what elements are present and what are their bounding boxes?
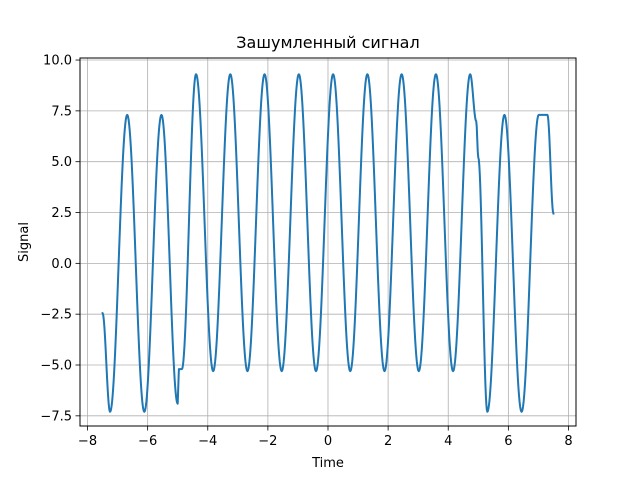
x-tick-label: 6 [504, 434, 512, 449]
y-axis: −7.5 −5.0 −2.5 0.0 2.5 5.0 7.5 10.0 [40, 54, 80, 424]
plot-series [101, 73, 555, 413]
y-tick-label: 2.5 [51, 206, 72, 221]
y-axis-label: Signal [17, 222, 32, 262]
x-tick-label: 8 [564, 434, 572, 449]
grid [80, 58, 576, 426]
x-axis-label: Time [311, 456, 344, 471]
chart-title: Зашумленный сигнал [236, 33, 419, 52]
y-tick-label: −5.0 [40, 359, 72, 374]
x-tick-label: −6 [138, 434, 157, 449]
x-axis: −8 −6 −4 −2 0 2 4 6 8 [78, 426, 573, 449]
y-tick-label: 7.5 [51, 104, 72, 119]
x-tick-label: 0 [324, 434, 332, 449]
signal-line [101, 73, 555, 413]
y-tick-label: 0.0 [51, 257, 72, 272]
x-tick-label: 2 [384, 434, 392, 449]
x-tick-label: −8 [78, 434, 97, 449]
y-tick-label: 5.0 [51, 155, 72, 170]
x-tick-label: 4 [444, 434, 452, 449]
y-tick-label: −7.5 [40, 409, 72, 424]
x-tick-label: −2 [258, 434, 277, 449]
x-tick-label: −4 [198, 434, 217, 449]
y-tick-label: 10.0 [43, 54, 72, 69]
y-tick-label: −2.5 [40, 308, 72, 323]
